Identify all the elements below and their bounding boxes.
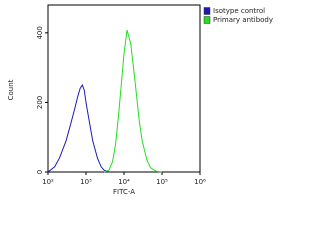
legend-swatch — [203, 7, 211, 15]
x-tick-label: 10⁴ — [118, 178, 130, 186]
x-tick-label: 10⁶ — [194, 178, 206, 186]
y-axis-label: Count — [7, 79, 15, 100]
plot-frame — [47, 4, 201, 173]
legend-label: Primary antibody — [213, 16, 273, 24]
x-tick-label: 10⁵ — [156, 178, 168, 186]
x-tick-label: 10³ — [80, 178, 92, 186]
y-tick-label: 400 — [36, 26, 44, 39]
series-line — [47, 83, 110, 173]
chart: FITC-A Count 0 200 400 10² 10³ 10⁴ 10⁵ 10⁶ Isoty… — [7, 4, 273, 196]
x-axis-label: FITC-A — [113, 188, 135, 196]
series-line — [103, 29, 163, 173]
legend-swatch — [203, 16, 211, 24]
y-tick-label: 200 — [36, 96, 44, 109]
x-tick-label: 10² — [42, 178, 54, 186]
legend-label: Isotype control — [213, 7, 265, 15]
y-tick-label: 0 — [36, 170, 44, 174]
